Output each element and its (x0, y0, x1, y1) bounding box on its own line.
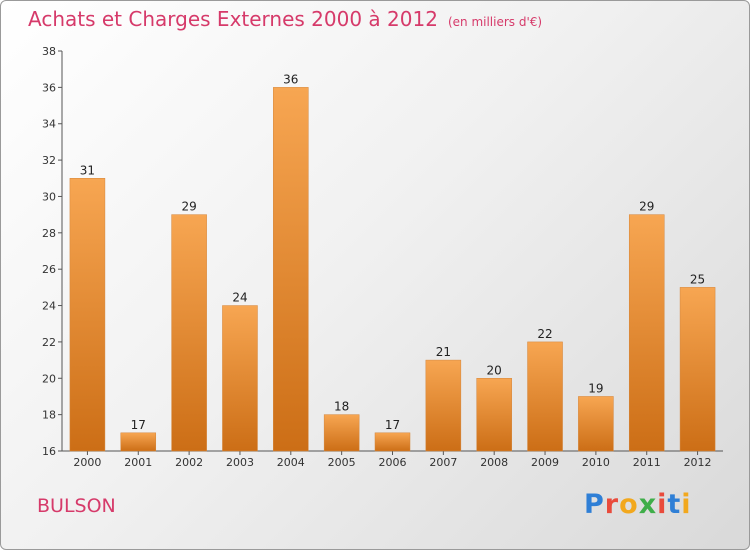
y-tick-label: 30 (42, 190, 56, 203)
y-tick-label: 28 (42, 227, 56, 240)
bar-2000 (69, 178, 106, 452)
bar-2003 (222, 305, 258, 452)
value-label-2000: 31 (80, 163, 95, 177)
y-tick-label: 18 (42, 409, 56, 422)
y-tick-label: 36 (42, 81, 56, 94)
y-tick-label: 38 (42, 45, 56, 58)
bar-2006 (374, 432, 411, 452)
x-tick-label: 2010 (582, 456, 610, 469)
value-label-2006: 17 (385, 418, 400, 432)
value-label-2012: 25 (690, 272, 705, 286)
x-tick-label: 2005 (328, 456, 356, 469)
value-label-2008: 20 (487, 363, 502, 377)
x-tick-label: 2008 (480, 456, 508, 469)
value-label-2010: 19 (588, 381, 603, 395)
bar-2005 (323, 414, 360, 452)
value-label-2009: 22 (537, 327, 552, 341)
y-tick-label: 26 (42, 263, 56, 276)
value-label-2003: 24 (232, 291, 247, 305)
bar-2004 (273, 87, 309, 452)
bar-2008 (476, 378, 512, 452)
x-tick-label: 2000 (73, 456, 101, 469)
x-tick-label: 2011 (633, 456, 661, 469)
commune-name: BULSON (37, 495, 116, 517)
x-tick-label: 2003 (226, 456, 254, 469)
bar-2010 (578, 396, 614, 452)
value-label-2007: 21 (436, 345, 451, 359)
bar-2012 (679, 287, 716, 452)
proxiti-logo[interactable]: Proxiti (584, 489, 692, 520)
value-label-2004: 36 (283, 72, 298, 86)
y-tick-label: 16 (42, 445, 56, 458)
value-label-2001: 17 (131, 418, 146, 432)
value-label-2011: 29 (639, 200, 654, 214)
x-tick-label: 2006 (379, 456, 407, 469)
x-tick-label: 2012 (684, 456, 712, 469)
chart-title: Achats et Charges Externes 2000 à 2012 (e… (28, 7, 542, 31)
y-tick-label: 22 (42, 336, 56, 349)
bar-2007 (425, 359, 462, 452)
y-tick-label: 24 (42, 300, 56, 313)
y-tick-label: 32 (42, 154, 56, 167)
x-tick-label: 2007 (429, 456, 457, 469)
bar-2009 (527, 341, 563, 452)
x-tick-label: 2001 (124, 456, 152, 469)
bar-2002 (171, 214, 207, 452)
y-tick-label: 34 (42, 118, 56, 131)
bar-2011 (628, 214, 665, 452)
value-label-2002: 29 (181, 200, 196, 214)
x-tick-label: 2002 (175, 456, 203, 469)
chart-subtitle: (en milliers d'€) (447, 15, 543, 29)
x-tick-label: 2004 (277, 456, 305, 469)
value-label-2005: 18 (334, 400, 349, 414)
chart-title-text: Achats et Charges Externes 2000 à 2012 (28, 7, 438, 31)
x-tick-label: 2009 (531, 456, 559, 469)
bar-2001 (120, 432, 157, 452)
y-tick-label: 20 (42, 372, 56, 385)
